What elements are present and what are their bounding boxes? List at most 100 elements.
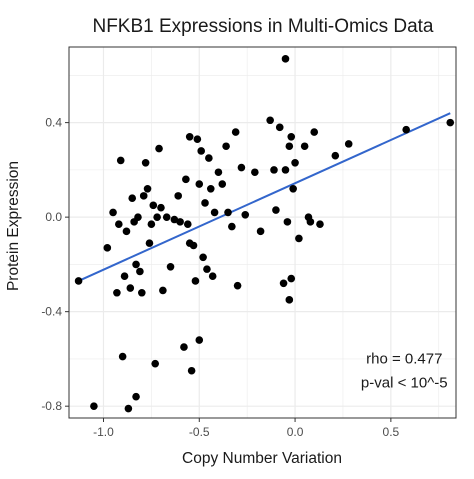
data-point	[122, 227, 131, 236]
x-axis-title: Copy Number Variation	[182, 450, 342, 467]
data-point	[187, 366, 196, 375]
data-point	[203, 265, 211, 273]
data-point	[151, 359, 160, 368]
y-axis-ticks: -0.8 -0.4 0.0 0.4	[41, 116, 69, 413]
annotations: rho = 0.477 p-val < 10^-5	[361, 351, 448, 392]
fit-line-layer	[78, 112, 451, 282]
data-point	[162, 213, 171, 221]
data-point	[118, 352, 127, 361]
data-point	[90, 402, 98, 410]
data-point	[224, 208, 232, 217]
data-point	[183, 220, 192, 229]
data-point	[180, 343, 188, 351]
data-point	[159, 286, 167, 295]
rho-annotation: rho = 0.477	[366, 351, 442, 368]
data-point	[446, 118, 455, 127]
data-point	[237, 163, 246, 172]
data-point	[132, 392, 140, 401]
data-point	[166, 262, 175, 271]
data-point	[272, 206, 280, 214]
data-point	[256, 227, 265, 236]
data-point	[74, 277, 83, 285]
data-point	[208, 272, 217, 281]
y-tick-label: -0.4	[41, 305, 62, 319]
y-tick-label: -0.8	[41, 399, 62, 413]
data-point	[143, 184, 152, 193]
data-point	[113, 288, 121, 297]
data-point	[132, 260, 140, 269]
data-point	[185, 132, 194, 141]
data-point	[199, 253, 207, 262]
y-tick-label: 0.0	[45, 210, 62, 224]
data-point	[233, 281, 242, 290]
data-point	[310, 128, 319, 136]
data-point	[134, 213, 142, 221]
data-point	[287, 132, 296, 141]
y-tick-label: 0.4	[45, 116, 62, 130]
data-point	[281, 166, 290, 174]
data-point	[300, 142, 309, 151]
data-point	[176, 218, 184, 226]
data-point	[316, 220, 324, 229]
data-point	[174, 192, 183, 200]
data-point	[205, 154, 213, 162]
data-point	[206, 184, 215, 193]
data-point	[306, 218, 315, 226]
data-point	[222, 142, 230, 151]
data-point	[141, 158, 150, 167]
x-tick-label: -0.5	[189, 425, 210, 439]
data-point	[331, 151, 340, 160]
data-point	[197, 147, 205, 155]
data-point	[149, 201, 158, 210]
regression-line	[78, 112, 451, 282]
data-point	[136, 267, 144, 276]
data-point	[281, 55, 290, 63]
data-point	[157, 203, 165, 212]
data-point	[109, 208, 117, 217]
data-point	[210, 208, 219, 217]
data-point	[201, 199, 209, 207]
data-point	[191, 277, 200, 285]
data-point	[124, 404, 133, 413]
x-tick-label: -1.0	[93, 425, 114, 439]
data-point	[241, 210, 250, 219]
data-point	[147, 220, 156, 229]
data-point	[228, 222, 236, 231]
data-point	[402, 125, 410, 134]
data-point	[126, 284, 135, 292]
data-point	[218, 180, 227, 188]
data-point	[251, 168, 259, 177]
x-axis-ticks: -1.0 -0.5 0.0 0.5	[93, 418, 400, 439]
data-point	[145, 239, 154, 247]
data-point	[344, 140, 353, 148]
data-point	[270, 166, 278, 174]
data-point	[170, 215, 179, 224]
data-point	[116, 156, 125, 165]
data-point	[120, 272, 129, 281]
data-point	[195, 336, 204, 344]
x-tick-label: 0.0	[287, 425, 304, 439]
panel-border	[68, 46, 457, 419]
y-axis-title: Protein Expression	[5, 161, 22, 291]
data-point	[214, 168, 223, 177]
data-point	[189, 241, 198, 250]
data-point	[275, 123, 284, 132]
data-point	[295, 234, 303, 243]
data-point	[287, 274, 296, 283]
data-point	[283, 218, 292, 226]
data-point	[115, 220, 123, 229]
data-point	[138, 288, 146, 297]
data-point	[285, 296, 294, 304]
data-point	[289, 184, 297, 193]
chart-title: NFKB1 Expressions in Multi-Omics Data	[92, 16, 433, 37]
data-point	[139, 192, 148, 200]
data-point	[193, 135, 202, 143]
data-point	[266, 116, 274, 125]
data-point	[103, 244, 112, 252]
points-layer	[74, 55, 455, 413]
data-point	[153, 213, 161, 221]
x-tick-label: 0.5	[383, 425, 400, 439]
data-point	[155, 144, 163, 153]
